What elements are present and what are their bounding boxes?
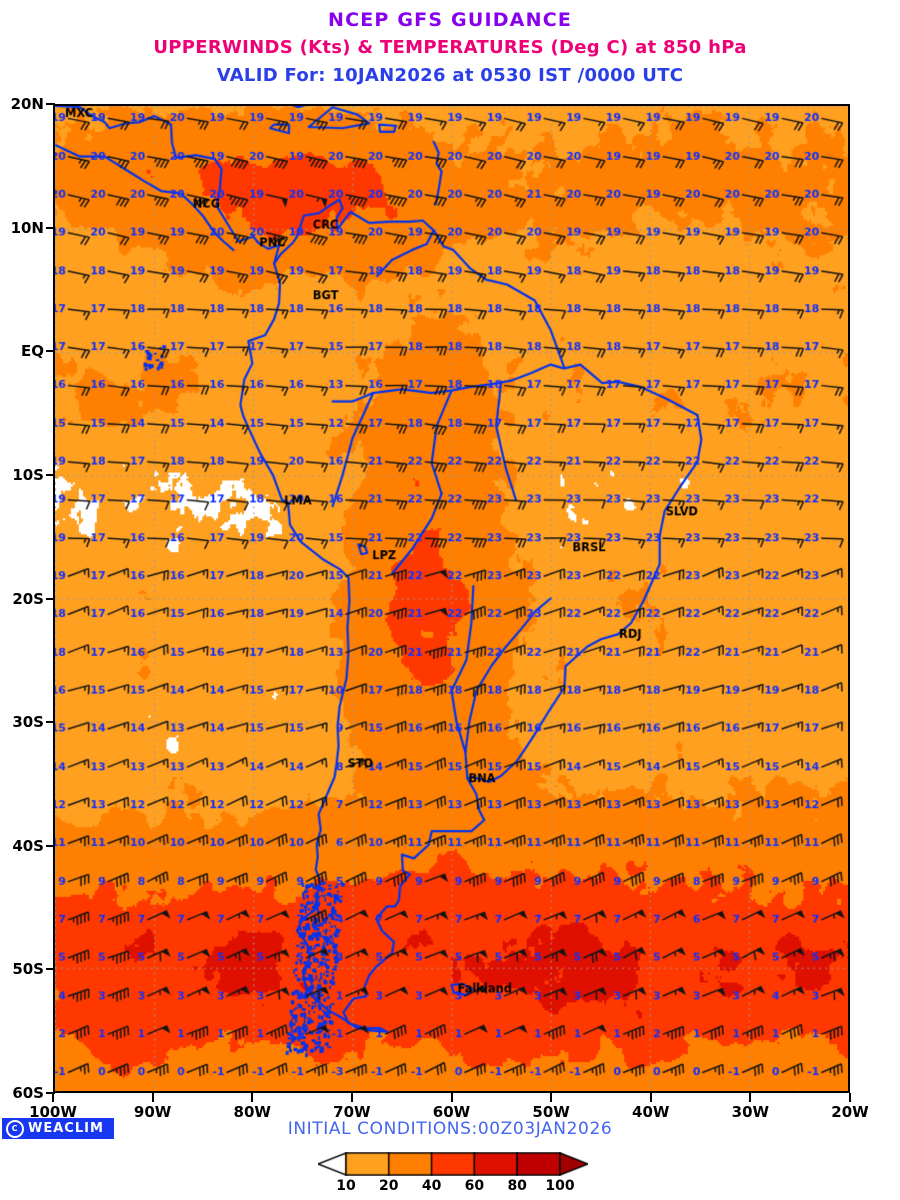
- copyright-icon: C: [6, 1119, 24, 1138]
- colorbar-tick-label: 60: [464, 1178, 485, 1194]
- weather-map-panel[interactable]: [53, 104, 850, 1093]
- x-axis-tick: [550, 1093, 553, 1102]
- x-axis-tick: [450, 1093, 453, 1102]
- x-axis-tick: [52, 1093, 54, 1102]
- colorbar: 10 20 40 60 80 100: [318, 1152, 588, 1194]
- colorbar-tick-label: 100: [545, 1178, 575, 1194]
- weaclim-logo-text: WEACLIM: [28, 1121, 104, 1136]
- y-axis-label: 30S: [12, 713, 44, 732]
- y-axis-label: 10N: [10, 218, 44, 237]
- colorbar-tick-label: 40: [421, 1178, 442, 1194]
- weaclim-logo: C WEACLIM: [2, 1118, 114, 1139]
- y-axis-label: 60S: [12, 1084, 44, 1102]
- x-axis-tick: [649, 1093, 652, 1102]
- x-axis-tick: [749, 1093, 752, 1102]
- x-axis-tick: [151, 1093, 154, 1102]
- initial-conditions-label: INITIAL CONDITIONS:00Z03JAN2026: [287, 1119, 613, 1139]
- y-axis-label: 50S: [12, 960, 44, 979]
- colorbar-tick-labels: 10 20 40 60 80 100: [318, 1178, 588, 1194]
- colorbar-tick-label: 20: [379, 1178, 399, 1194]
- y-axis-label: 20S: [12, 589, 44, 608]
- colorbar-tick-label: 80: [507, 1178, 527, 1194]
- page-title: NCEP GFS GUIDANCE: [327, 9, 573, 31]
- x-axis-tick: [251, 1093, 254, 1102]
- weather-map-canvas[interactable]: [55, 106, 848, 1091]
- y-axis-label: 10S: [12, 465, 44, 484]
- x-axis-tick: [849, 1093, 851, 1102]
- colorbar-tick-label: 10: [336, 1178, 356, 1194]
- subtitle-parameters: UPPERWINDS (Kts) & TEMPERATURES (Deg C) …: [153, 37, 747, 58]
- y-axis-label: EQ: [21, 342, 44, 361]
- subtitle-valid-time: VALID For: 10JAN2026 at 0530 IST /0000 U…: [216, 65, 684, 86]
- colorbar-gradient: [318, 1152, 588, 1176]
- y-axis-label: 20N: [10, 95, 44, 113]
- x-axis-tick: [350, 1093, 353, 1102]
- header-block: NCEP GFS GUIDANCE UPPERWINDS (Kts) & TEM…: [0, 0, 900, 86]
- y-axis-label: 40S: [12, 836, 44, 855]
